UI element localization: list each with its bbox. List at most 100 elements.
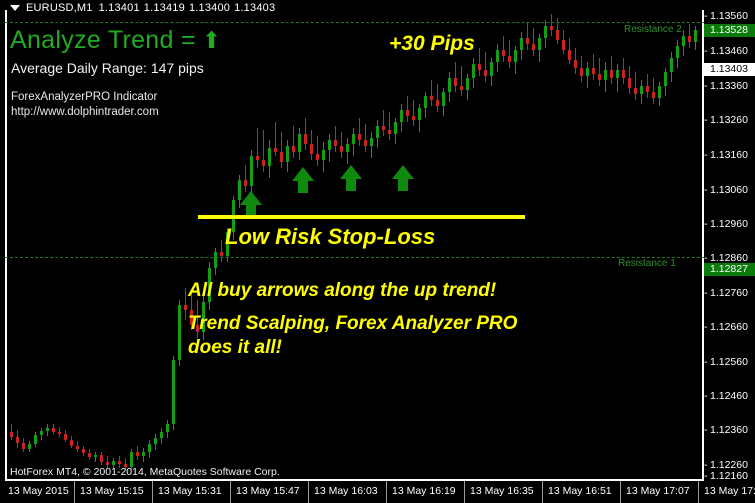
candle-body (172, 360, 175, 424)
copyright-label: HotForex MT4, © 2001-2014, MetaQuotes So… (10, 466, 280, 478)
candle-wick (335, 126, 336, 152)
candle-body (556, 30, 559, 40)
symbol-label: EURUSD,M1 (26, 2, 93, 14)
price-tick-label: -1.13360 (704, 80, 755, 93)
candle-body (40, 431, 43, 435)
candle-body (160, 432, 163, 438)
time-axis-separator (230, 481, 231, 503)
time-axis-separator (698, 481, 699, 503)
indicator-url-label[interactable]: http://www.dolphintrader.com (11, 106, 159, 118)
current-price-label: -1.13403 (704, 63, 755, 76)
candle-body (286, 146, 289, 162)
promo-line-3: does it all! (188, 337, 282, 358)
candle-body (622, 70, 625, 78)
candle-body (196, 325, 199, 332)
time-axis-separator (464, 481, 465, 503)
candle-body (106, 462, 109, 465)
chart-menu-caret-icon[interactable] (10, 5, 20, 12)
buy-arrow-stem (346, 178, 356, 191)
price-tick-value: 1.12860 (710, 252, 748, 264)
price-tick-label: -1.12760 (704, 287, 755, 300)
candle-body (652, 92, 655, 98)
candle-body (490, 62, 493, 76)
candle-wick (263, 130, 264, 172)
candle-body (478, 64, 481, 70)
candle-body (448, 78, 451, 92)
candle-wick (341, 132, 342, 158)
price-tick-value: 1.13160 (710, 149, 748, 161)
price-tick-dash: - (704, 321, 708, 333)
price-tick-dash: - (704, 218, 708, 230)
candle-body (262, 160, 265, 166)
candle-body (70, 440, 73, 446)
time-axis-separator (308, 481, 309, 503)
promo-line-2: Trend Scalping, Forex Analyzer PRO (188, 313, 518, 334)
time-axis[interactable]: 13 May 2015 13 May 15:15 13 May 15:31 13 Ma… (0, 481, 755, 503)
resistance-1-label: Resistance 1 (618, 258, 676, 269)
candle-body (454, 78, 457, 86)
candle-body (586, 68, 589, 76)
candle-wick (359, 118, 360, 146)
candle-body (406, 110, 409, 116)
candle-body (466, 78, 469, 90)
price-tick-value: 1.13260 (710, 114, 748, 126)
candle-body (658, 86, 661, 98)
candle-body (64, 434, 67, 440)
candle-body (424, 96, 427, 108)
candle-body (418, 108, 421, 120)
resistance-2-label: Resistance 2 (624, 24, 682, 35)
candle-body (208, 268, 211, 302)
price-axis[interactable]: -1.13560-1.13528-1.13460-1.13403-1.13360… (704, 0, 755, 482)
candle-wick (389, 112, 390, 140)
candle-wick (485, 52, 486, 82)
candle-body (562, 40, 565, 50)
candle-body (520, 38, 523, 50)
price-tick-label: -1.12460 (704, 390, 755, 403)
candle-body (532, 44, 535, 50)
candle-body (148, 444, 151, 452)
price-tick-value: 1.12260 (710, 459, 748, 471)
time-axis-separator (74, 481, 75, 503)
price-tick-label: -1.12360 (704, 424, 755, 437)
price-tick-label: -1.12260 (704, 459, 755, 472)
buy-arrow-icon (292, 167, 314, 193)
price-tick-dash: - (704, 356, 708, 368)
candle-body (640, 86, 643, 94)
candle-body (88, 453, 91, 457)
candle-body (502, 50, 505, 56)
candle-body (292, 146, 295, 152)
price-tick-label: -1.12660 (704, 321, 755, 334)
quote-high: 1.13419 (143, 2, 185, 14)
price-tick-dash: - (704, 252, 708, 264)
candle-body (604, 70, 607, 80)
candle-wick (527, 22, 528, 50)
candle-wick (317, 136, 318, 166)
candle-wick (221, 240, 222, 262)
candle-body (394, 122, 397, 134)
price-tick-label: -1.12960 (704, 218, 755, 231)
time-tick-label: 13 May 16:03 (314, 485, 378, 497)
price-tick-value: 1.12960 (710, 218, 748, 230)
stop-loss-line (198, 215, 525, 219)
candle-body (220, 252, 223, 256)
candle-body (544, 26, 547, 38)
candle-body (388, 130, 391, 134)
candle-wick (551, 14, 552, 36)
candle-body (634, 88, 637, 94)
price-tick-value: 1.12660 (710, 321, 748, 333)
price-tick-value: 1.12360 (710, 424, 748, 436)
candle-wick (245, 165, 246, 192)
candle-body (670, 58, 673, 72)
candle-body (310, 144, 313, 154)
candle-wick (617, 64, 618, 92)
candle-body (274, 148, 277, 152)
price-tick-label: -1.13060 (704, 184, 755, 197)
candle-body (334, 140, 337, 146)
price-tick-dash: - (704, 424, 708, 436)
candle-body (610, 70, 613, 78)
price-tick-value: 1.13528 (710, 24, 748, 36)
price-tick-value: 1.12827 (710, 263, 748, 275)
candle-body (34, 435, 37, 444)
price-tick-value: 1.12160 (710, 470, 748, 482)
